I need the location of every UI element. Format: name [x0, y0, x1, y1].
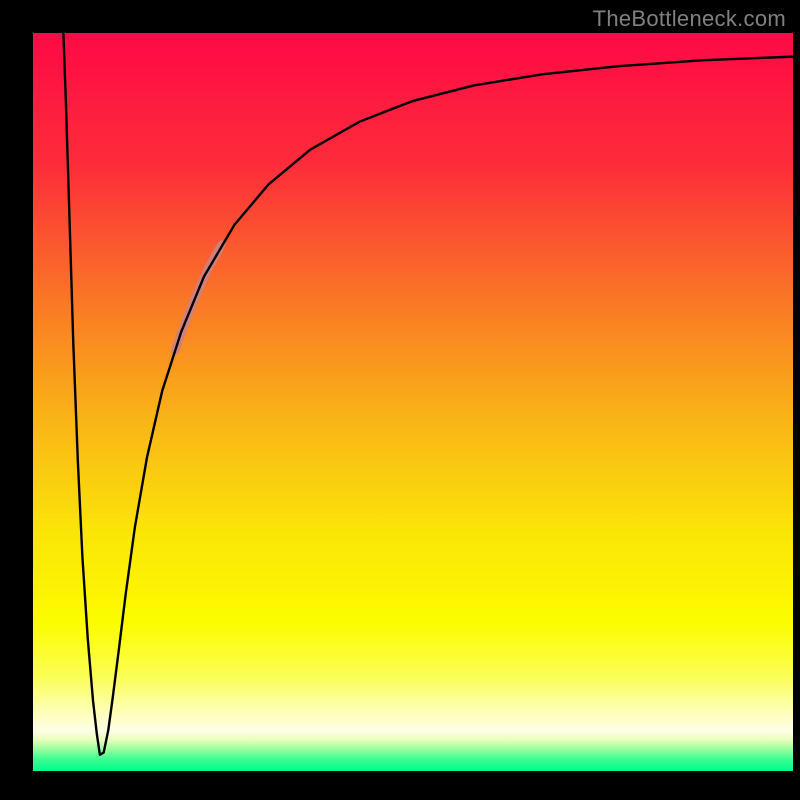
- chart-container: TheBottleneck.com: [0, 0, 800, 800]
- bottleneck-chart: [0, 0, 800, 800]
- plot-background: [33, 33, 793, 771]
- watermark-text: TheBottleneck.com: [593, 6, 786, 32]
